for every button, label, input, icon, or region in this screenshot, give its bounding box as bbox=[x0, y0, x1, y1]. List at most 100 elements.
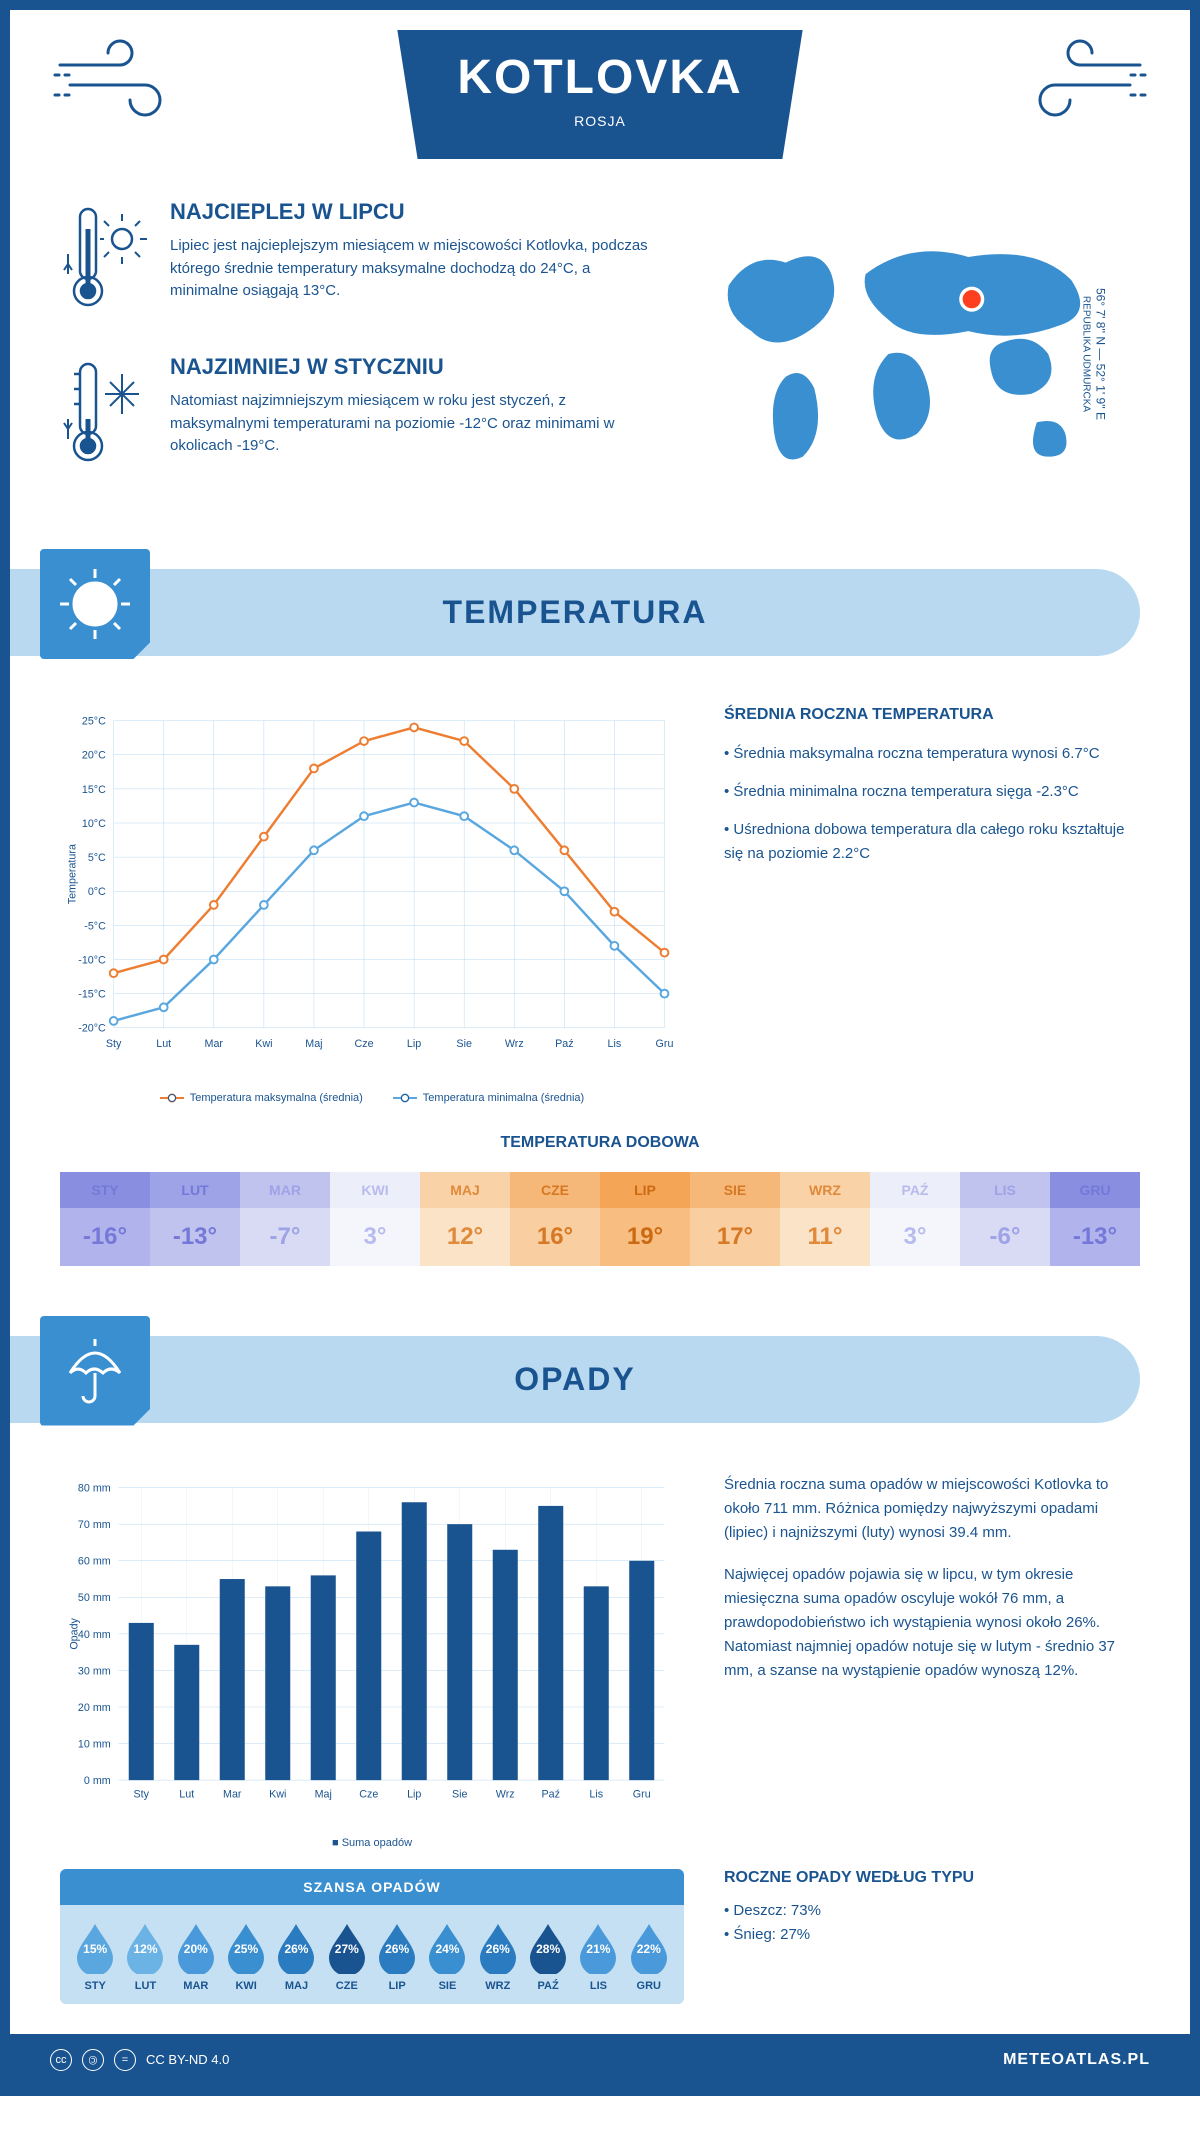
svg-text:0°C: 0°C bbox=[88, 886, 106, 898]
sun-icon bbox=[40, 549, 150, 659]
coords-text: 56° 7' 8'' N — 52° 1' 9'' E bbox=[1093, 288, 1107, 420]
chance-drop: 22% GRU bbox=[624, 1920, 674, 1992]
svg-text:Lip: Lip bbox=[407, 1788, 421, 1800]
temp-table-cell: MAR -7° bbox=[240, 1172, 330, 1266]
svg-text:Paź: Paź bbox=[555, 1038, 573, 1050]
legend-item: Temperatura minimalna (średnia) bbox=[393, 1092, 584, 1104]
svg-text:Opady: Opady bbox=[69, 1617, 81, 1649]
svg-text:30 mm: 30 mm bbox=[78, 1665, 111, 1677]
footer: cc 🄯 = CC BY-ND 4.0 METEOATLAS.PL bbox=[10, 2034, 1190, 2086]
cc-icon: cc bbox=[50, 2049, 72, 2071]
wind-icon-right bbox=[1010, 30, 1150, 130]
svg-text:25°C: 25°C bbox=[82, 716, 106, 728]
temperature-line-chart: -20°C-15°C-10°C-5°C0°C5°C10°C15°C20°C25°… bbox=[60, 706, 684, 1077]
svg-text:Lis: Lis bbox=[589, 1788, 603, 1800]
by-icon: 🄯 bbox=[82, 2049, 104, 2071]
world-map-icon bbox=[683, 217, 1140, 491]
precip-bar-chart: 0 mm10 mm20 mm30 mm40 mm50 mm60 mm70 mm8… bbox=[60, 1473, 684, 1824]
svg-text:Temperatura: Temperatura bbox=[67, 844, 79, 904]
thermometer-cold-icon bbox=[60, 354, 150, 479]
chance-drop: 26% LIP bbox=[372, 1920, 422, 1992]
temp-table-cell: KWI 3° bbox=[330, 1172, 420, 1266]
page-title: KOTLOVKA bbox=[457, 50, 742, 105]
svg-text:0 mm: 0 mm bbox=[84, 1775, 111, 1787]
temp-info-title: ŚREDNIA ROCZNA TEMPERATURA bbox=[724, 706, 1140, 724]
temp-chart-wrap: -20°C-15°C-10°C-5°C0°C5°C10°C15°C20°C25°… bbox=[60, 706, 684, 1104]
region-text: REPUBLIKA UDMURCKA bbox=[1080, 288, 1091, 420]
chance-drop: 26% WRZ bbox=[473, 1920, 523, 1992]
daily-temp-section: TEMPERATURA DOBOWA STY -16°LUT -13°MAR -… bbox=[10, 1134, 1190, 1316]
svg-text:-10°C: -10°C bbox=[78, 954, 106, 966]
temp-info-bullet: • Uśredniona dobowa temperatura dla całe… bbox=[724, 818, 1140, 866]
by-type: ROCZNE OPADY WEDŁUG TYPU • Deszcz: 73%• … bbox=[724, 1869, 1140, 2004]
by-type-item: • Śnieg: 27% bbox=[724, 1923, 1140, 1947]
page-frame: KOTLOVKA ROSJA bbox=[0, 0, 1200, 2096]
page-subtitle: ROSJA bbox=[457, 113, 742, 129]
precip-p2: Najwięcej opadów pojawia się w lipcu, w … bbox=[724, 1563, 1140, 1683]
temp-table-cell: LIS -6° bbox=[960, 1172, 1050, 1266]
temp-table-cell: LIP 19° bbox=[600, 1172, 690, 1266]
svg-text:5°C: 5°C bbox=[88, 852, 106, 864]
svg-text:Sie: Sie bbox=[452, 1788, 468, 1800]
temperature-banner: TEMPERATURA bbox=[10, 569, 1140, 656]
svg-text:Lut: Lut bbox=[156, 1038, 171, 1050]
svg-text:Lip: Lip bbox=[407, 1038, 421, 1050]
cold-block: NAJZIMNIEJ W STYCZNIU Natomiast najzimni… bbox=[60, 354, 653, 479]
svg-text:60 mm: 60 mm bbox=[78, 1555, 111, 1567]
precip-chart-wrap: 0 mm10 mm20 mm30 mm40 mm50 mm60 mm70 mm8… bbox=[60, 1473, 684, 1849]
svg-text:80 mm: 80 mm bbox=[78, 1482, 111, 1494]
chance-drop: 15% STY bbox=[70, 1920, 120, 1992]
chance-drop: 26% MAJ bbox=[271, 1920, 321, 1992]
legend-item: Temperatura maksymalna (średnia) bbox=[160, 1092, 363, 1104]
umbrella-icon bbox=[40, 1316, 150, 1426]
temp-table-cell: WRZ 11° bbox=[780, 1172, 870, 1266]
temp-table-cell: LUT -13° bbox=[150, 1172, 240, 1266]
svg-text:20 mm: 20 mm bbox=[78, 1701, 111, 1713]
header: KOTLOVKA ROSJA bbox=[10, 10, 1190, 169]
hot-text: Lipiec jest najcieplejszym miesiącem w m… bbox=[170, 235, 653, 303]
chance-drop: 28% PAŹ bbox=[523, 1920, 573, 1992]
svg-text:Gru: Gru bbox=[633, 1788, 651, 1800]
hot-block: NAJCIEPLEJ W LIPCU Lipiec jest najcieple… bbox=[60, 199, 653, 324]
temp-table-cell: STY -16° bbox=[60, 1172, 150, 1266]
svg-text:Kwi: Kwi bbox=[255, 1038, 272, 1050]
chance-drop: 27% CZE bbox=[322, 1920, 372, 1992]
temp-table-cell: MAJ 12° bbox=[420, 1172, 510, 1266]
chance-left: SZANSA OPADÓW 15% STY 12% LUT 20% MAR 25… bbox=[60, 1869, 684, 2004]
license-text: CC BY-ND 4.0 bbox=[146, 2052, 229, 2067]
chance-drop: 25% KWI bbox=[221, 1920, 271, 1992]
temp-chart-legend: Temperatura maksymalna (średnia) Temperat… bbox=[60, 1092, 684, 1104]
chance-drop: 24% SIE bbox=[422, 1920, 472, 1992]
chance-drop: 12% LUT bbox=[120, 1920, 170, 1992]
svg-text:-5°C: -5°C bbox=[84, 920, 106, 932]
svg-text:-20°C: -20°C bbox=[78, 1023, 106, 1035]
svg-text:Cze: Cze bbox=[354, 1038, 373, 1050]
temp-table-cell: SIE 17° bbox=[690, 1172, 780, 1266]
daily-temp-title: TEMPERATURA DOBOWA bbox=[60, 1134, 1140, 1152]
temp-info-bullet: • Średnia maksymalna roczna temperatura … bbox=[724, 742, 1140, 766]
svg-text:Sty: Sty bbox=[106, 1038, 122, 1050]
svg-text:10 mm: 10 mm bbox=[78, 1738, 111, 1750]
svg-text:-15°C: -15°C bbox=[78, 989, 106, 1001]
precip-info: Średnia roczna suma opadów w miejscowośc… bbox=[724, 1473, 1140, 1849]
svg-text:Mar: Mar bbox=[223, 1788, 242, 1800]
svg-text:Lis: Lis bbox=[608, 1038, 622, 1050]
precip-banner-title: OPADY bbox=[10, 1361, 1140, 1398]
svg-text:Maj: Maj bbox=[305, 1038, 322, 1050]
svg-text:Wrz: Wrz bbox=[496, 1788, 515, 1800]
by-type-item: • Deszcz: 73% bbox=[724, 1899, 1140, 1923]
footer-left: cc 🄯 = CC BY-ND 4.0 bbox=[50, 2049, 229, 2071]
wind-icon-left bbox=[50, 30, 190, 130]
intro-right: 56° 7' 8'' N — 52° 1' 9'' E REPUBLIKA UD… bbox=[683, 199, 1140, 509]
content: KOTLOVKA ROSJA bbox=[10, 10, 1190, 2086]
chance-drops-row: 15% STY 12% LUT 20% MAR 25% KWI 26% MAJ … bbox=[60, 1905, 684, 2004]
svg-text:50 mm: 50 mm bbox=[78, 1592, 111, 1604]
temp-info-bullet: • Średnia minimalna roczna temperatura s… bbox=[724, 780, 1140, 804]
chance-title: SZANSA OPADÓW bbox=[60, 1869, 684, 1905]
temperature-section: -20°C-15°C-10°C-5°C0°C5°C10°C15°C20°C25°… bbox=[10, 686, 1190, 1134]
by-type-title: ROCZNE OPADY WEDŁUG TYPU bbox=[724, 1869, 1140, 1887]
intro-left: NAJCIEPLEJ W LIPCU Lipiec jest najcieple… bbox=[60, 199, 653, 509]
svg-text:Wrz: Wrz bbox=[505, 1038, 524, 1050]
daily-temp-table: STY -16°LUT -13°MAR -7°KWI 3°MAJ 12°CZE … bbox=[60, 1172, 1140, 1266]
precip-p1: Średnia roczna suma opadów w miejscowośc… bbox=[724, 1473, 1140, 1545]
